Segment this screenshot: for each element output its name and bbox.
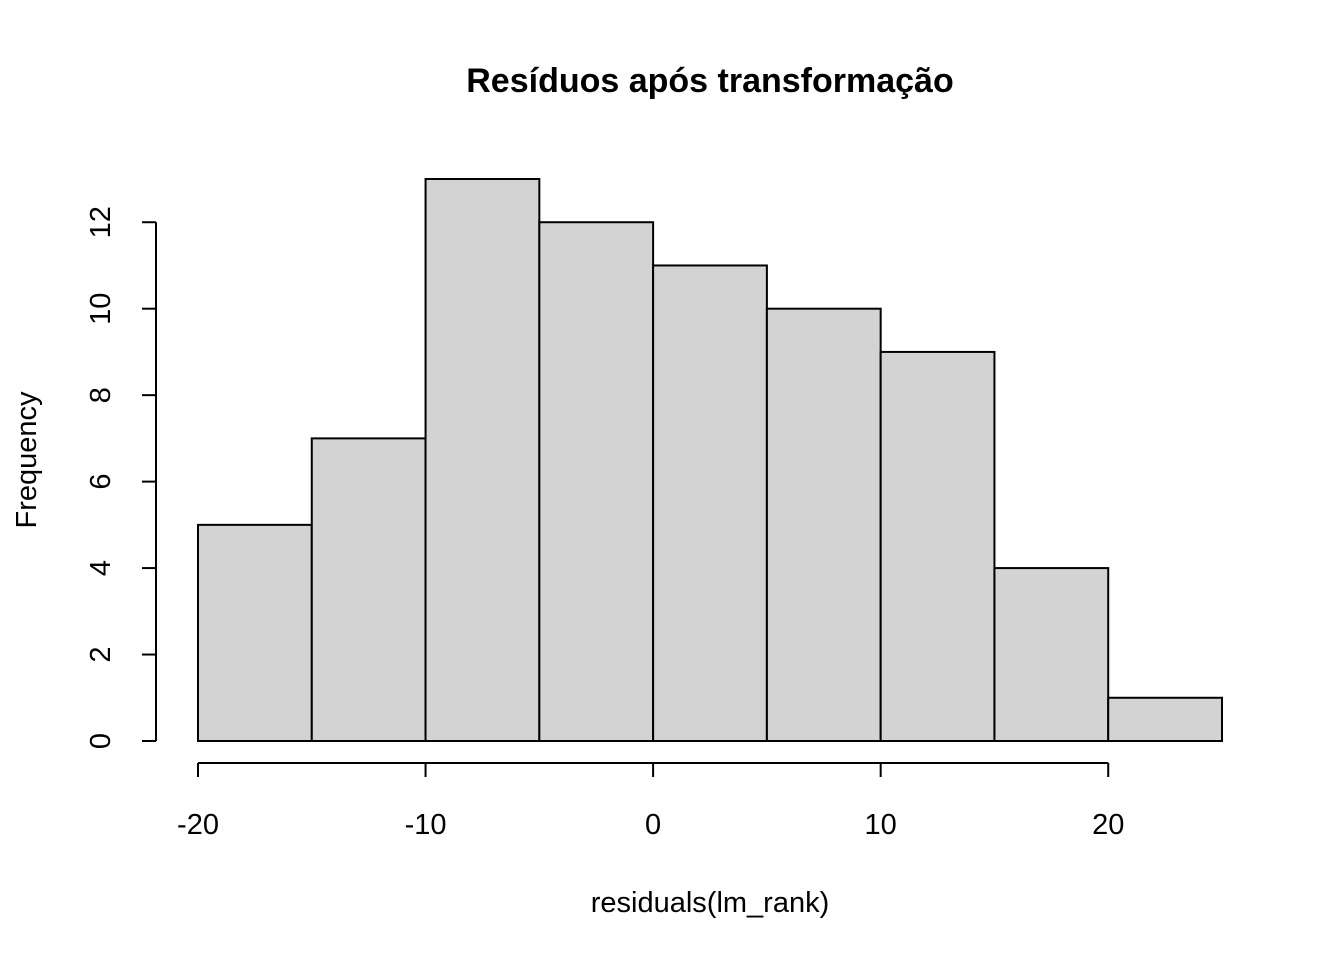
- y-tick-label: 6: [85, 474, 117, 490]
- histogram-bar: [424, 178, 541, 742]
- y-tick-label: 8: [85, 387, 117, 403]
- chart-title: Resíduos após transformação: [466, 62, 953, 100]
- x-tick-label: 0: [645, 809, 661, 841]
- histogram-bar: [538, 221, 655, 742]
- x-axis-label: residuals(lm_rank): [591, 887, 830, 919]
- histogram-bar: [652, 264, 768, 742]
- histogram-bar: [1107, 696, 1223, 742]
- y-axis: 0 2 4 6 8 10 12: [85, 206, 157, 749]
- x-tick-label: 20: [1092, 809, 1124, 841]
- histogram-bar: [879, 350, 996, 742]
- bars-group: [197, 178, 1223, 742]
- y-tick-label: 2: [85, 646, 117, 662]
- x-axis: -20 -10 0 10 20: [177, 762, 1124, 841]
- y-tick-label: 0: [85, 733, 117, 749]
- y-tick-label: 10: [85, 293, 117, 325]
- y-axis-label: Frequency: [11, 391, 43, 529]
- y-tick-label: 4: [85, 560, 117, 576]
- x-tick-label: -10: [405, 809, 447, 841]
- y-tick-label: 12: [85, 206, 117, 238]
- histogram-bar: [310, 437, 427, 742]
- x-tick-label: -20: [177, 809, 219, 841]
- x-tick-label: 10: [865, 809, 897, 841]
- histogram-bar: [765, 307, 882, 742]
- histogram-bar: [993, 567, 1110, 742]
- histogram-bar: [197, 523, 313, 742]
